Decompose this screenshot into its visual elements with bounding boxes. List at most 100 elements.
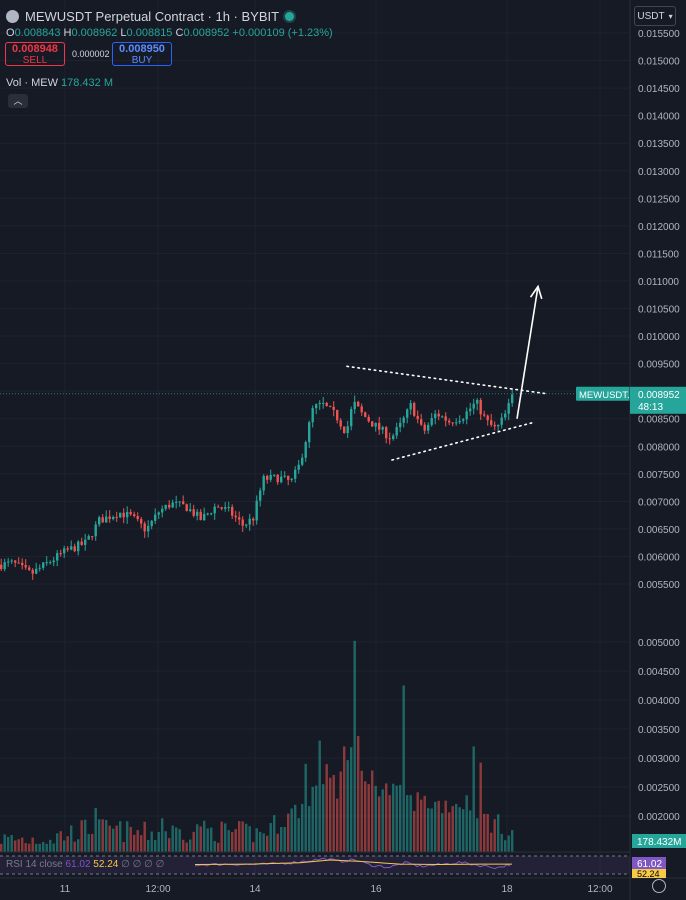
volume-bar <box>497 814 500 852</box>
time-tick-label: 14 <box>249 884 261 895</box>
candle-body <box>437 413 440 417</box>
volume-bar <box>140 835 143 852</box>
volume-bar <box>248 826 251 852</box>
candle-body <box>196 511 199 516</box>
volume-bar <box>367 784 370 852</box>
candle-body <box>252 518 255 521</box>
candle-body <box>35 568 38 574</box>
candle-body <box>38 567 41 569</box>
candle-body <box>213 506 216 514</box>
buy-button[interactable]: 0.008950 BUY <box>112 42 172 66</box>
candle-body <box>493 424 496 427</box>
candle-body <box>147 525 150 532</box>
candle-body <box>0 564 3 570</box>
volume-bar <box>350 747 353 852</box>
candle-body <box>399 422 402 428</box>
volume-bar <box>266 835 269 852</box>
candle-body <box>185 504 188 511</box>
candle-body <box>108 516 111 520</box>
volume-bar <box>14 840 17 852</box>
volume-bar <box>133 834 136 852</box>
close-label: C <box>175 27 184 39</box>
price-tick-label: 0.006500 <box>638 525 680 536</box>
price-tick-label: 0.007500 <box>638 470 680 481</box>
symbol-title[interactable]: MEWUSDT Perpetual Contract · 1h · BYBIT <box>25 9 280 24</box>
candle-body <box>80 541 83 545</box>
rsi-label[interactable]: RSI 14 close <box>6 859 63 870</box>
candle-body <box>31 570 34 574</box>
candle-body <box>21 562 24 566</box>
volume-bar <box>346 760 349 852</box>
candle-body <box>143 523 146 532</box>
volume-bar <box>66 836 69 852</box>
volume-bar <box>63 840 66 852</box>
volume-bar <box>231 832 234 852</box>
rsi-value: 61.02 <box>65 859 91 870</box>
volume-bar <box>238 821 241 852</box>
volume-bar <box>31 837 34 852</box>
candle-body <box>178 501 181 503</box>
candle-body <box>395 427 398 436</box>
candle-body <box>511 394 514 404</box>
candle-body <box>385 427 388 439</box>
volume-bar <box>227 830 230 852</box>
volume-value: 178.432 M <box>61 77 113 89</box>
candle-body <box>112 516 115 520</box>
candle-body <box>413 403 416 416</box>
volume-bar <box>7 836 10 852</box>
candle-body <box>318 403 321 405</box>
volume-bar <box>423 795 426 852</box>
candle-body <box>28 567 31 571</box>
price-tick-label: 0.015500 <box>638 29 680 40</box>
volume-bar <box>294 804 297 852</box>
arrow-head <box>529 284 543 300</box>
volume-bar <box>441 813 444 852</box>
volume-bar <box>21 837 24 852</box>
volume-bar <box>115 825 118 852</box>
settings-icon[interactable] <box>652 879 666 893</box>
candle-body <box>42 562 45 568</box>
collapse-legend-button[interactable]: ︿ <box>8 94 28 108</box>
volume-bar <box>409 795 412 852</box>
volume-bar <box>0 843 3 852</box>
candle-body <box>507 403 510 414</box>
candle-body <box>45 562 48 564</box>
currency-select[interactable]: USDT ▾ <box>634 6 676 26</box>
volume-bar <box>10 835 13 852</box>
candle-body <box>322 402 325 404</box>
candle-body <box>465 411 468 420</box>
volume-bar <box>49 839 52 852</box>
candle-body <box>161 508 164 513</box>
candle-body <box>444 416 447 421</box>
volume-bar <box>199 826 202 852</box>
candle-body <box>140 519 143 524</box>
volume-bar <box>430 808 433 852</box>
volume-bar <box>357 735 360 852</box>
sell-button[interactable]: 0.008948 SELL <box>5 42 65 66</box>
volume-bar <box>280 827 283 852</box>
price-tick-label: 0.012000 <box>638 222 680 233</box>
volume-bar <box>73 841 76 852</box>
rsi-legend: RSI 14 close 61.02 52.24 ∅ ∅ ∅ ∅ <box>6 859 164 870</box>
candle-body <box>350 409 353 427</box>
volume-bar <box>59 831 62 852</box>
candle-body <box>199 511 202 521</box>
candle-body <box>224 507 227 509</box>
candle-body <box>73 546 76 552</box>
drawings: MEWUSDT.P <box>0 284 636 461</box>
price-tick-label: 0.010500 <box>638 305 680 316</box>
price-tick-label: 0.005500 <box>638 580 680 591</box>
volume-bar <box>269 822 272 852</box>
candle-body <box>371 421 374 427</box>
volume-tick-label: 0.003000 <box>638 754 680 765</box>
candle-body <box>56 553 59 561</box>
candle-body <box>462 419 465 421</box>
candle-body <box>343 426 346 434</box>
candle-body <box>115 516 118 518</box>
volume-bar <box>217 842 220 852</box>
candle-body <box>255 500 258 521</box>
time-tick-label: 16 <box>370 884 382 895</box>
candle-body <box>458 420 461 423</box>
price-tick-label: 0.011500 <box>638 249 679 260</box>
